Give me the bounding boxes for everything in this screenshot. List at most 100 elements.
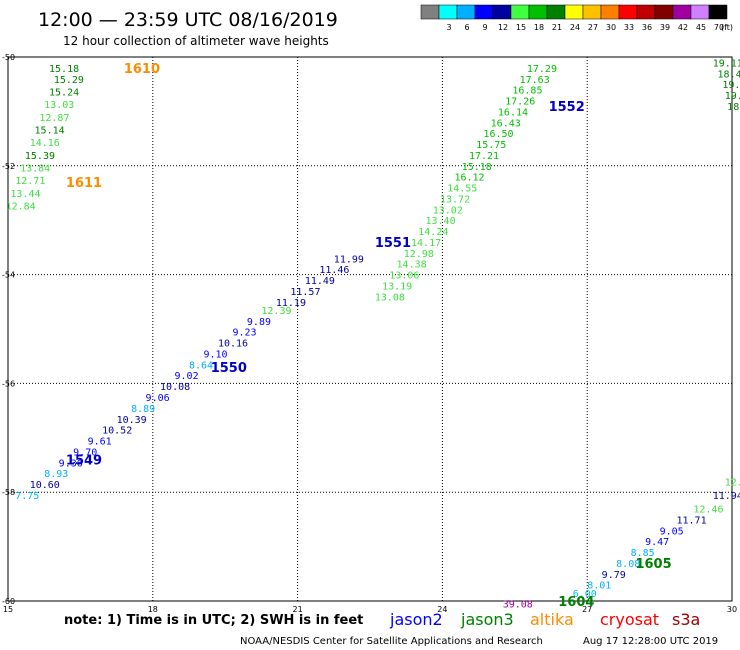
x-tick-label: 24 <box>437 605 447 614</box>
colorbar-swatch <box>582 4 602 20</box>
colorbar-tick-label: 6 <box>464 23 469 32</box>
footer-credit: NOAA/NESDIS Center for Satellite Applica… <box>240 636 543 647</box>
colorbar-swatch <box>510 4 530 20</box>
wave-height-label: 11.46 <box>319 265 349 276</box>
wave-height-label: 13.19 <box>382 281 412 292</box>
wave-height-label: 12.87 <box>39 113 69 124</box>
satellite-jason2: jason2 <box>389 610 443 629</box>
pass-number-label: 1550 <box>211 361 247 376</box>
y-tick-label: -50 <box>2 53 15 62</box>
wave-height-label: 8.01 <box>587 581 611 592</box>
satellite-jason3: jason3 <box>460 610 514 629</box>
chart-subtitle: 12 hour collection of altimeter wave hei… <box>63 34 329 48</box>
wave-height-label: 14.24 <box>418 227 448 238</box>
wave-height-label: 15.29 <box>54 75 84 86</box>
wave-height-label: 13.44 <box>10 189 40 200</box>
y-tick-label: -56 <box>2 379 15 388</box>
wave-height-label: 17.21 <box>469 151 499 162</box>
wave-height-label: 13.40 <box>426 216 456 227</box>
wave-height-label: 9.70 <box>73 447 97 458</box>
wave-height-label: 15.14 <box>35 125 65 136</box>
wave-height-label: 15.24 <box>49 87 79 98</box>
colorbar-tick-label: 12 <box>498 23 508 32</box>
wave-height-label: 8.64 <box>189 360 213 371</box>
chart-title: 12:00 — 23:59 UTC 08/16/2019 <box>38 9 338 31</box>
footer-note: note: 1) Time is in UTC; 2) SWH is in fe… <box>64 613 363 628</box>
wave-height-label: 15.18 <box>462 162 492 173</box>
wave-height-label: 16.85 <box>512 86 542 97</box>
satellite-altika: altika <box>530 610 574 629</box>
pass-number-label: 1611 <box>66 176 102 191</box>
wave-height-label: 14.38 <box>397 260 427 271</box>
wave-height-label: 19.0 <box>722 80 740 91</box>
axis-ticks: 15 18 21 24 27 30 -50 -52 -54 -56 -58 -60 <box>2 53 737 614</box>
wave-height-label: 13.84 <box>20 163 50 174</box>
wave-height-label: 10.39 <box>117 415 147 426</box>
wave-height-label: 8.85 <box>631 548 655 559</box>
wave-height-label: 9.61 <box>88 437 112 448</box>
colorbar-tick-label: 9 <box>482 23 487 32</box>
wave-height-label: 9.02 <box>175 371 199 382</box>
wave-height-label: 10.16 <box>218 339 248 350</box>
revolution-labels: 1610 1611 1552 1551 1550 1549 1605 1604 <box>66 62 672 610</box>
colorbar-tick-label: 33 <box>624 23 634 32</box>
wave-height-label: 9.23 <box>232 328 256 339</box>
wave-height-label: 19.11 <box>713 58 740 69</box>
y-tick-label: -54 <box>2 271 15 280</box>
colorbar-swatch <box>564 4 584 20</box>
y-tick-label: -52 <box>2 162 15 171</box>
footer-timestamp: Aug 17 12:28:00 UTC 2019 <box>583 636 718 647</box>
wave-height-label: 15.39 <box>25 151 55 162</box>
colorbar-tick-label: 45 <box>696 23 706 32</box>
satellite-cryosat: cryosat <box>600 610 659 629</box>
pass-number-label: 1549 <box>66 454 102 469</box>
wave-height-label: 9.05 <box>660 526 684 537</box>
wave-height-label: 12.46 <box>693 505 723 516</box>
wave-height-label: 9.06 <box>146 393 170 404</box>
x-tick-label: 21 <box>293 605 303 614</box>
wave-height-label: 11.94 <box>713 491 740 502</box>
y-tick-label: -58 <box>2 488 15 497</box>
colorbar-swatch <box>708 4 728 20</box>
wave-height-label: 11.57 <box>290 287 320 298</box>
satellite-s3a: s3a <box>672 610 700 629</box>
colorbar-tick-label: 39 <box>660 23 670 32</box>
colorbar-tick-label: 27 <box>588 23 598 32</box>
colorbar-tick-label: 15 <box>516 23 526 32</box>
wave-height-label: 16.14 <box>498 107 528 118</box>
colorbar-swatch <box>456 4 476 20</box>
wave-height-label: 12.39 <box>261 306 291 317</box>
grid-lines <box>8 57 732 601</box>
wave-height-label: 13.02 <box>433 205 463 216</box>
pass-number-label: 1551 <box>375 236 411 251</box>
wave-height-label: 8.89 <box>131 404 155 415</box>
colorbar-swatch <box>420 4 440 20</box>
wave-height-label: 12. <box>725 477 740 488</box>
colorbar-swatch <box>528 4 548 20</box>
wave-height-label: 12.71 <box>15 176 45 187</box>
wave-height-label: 11.19 <box>276 298 306 309</box>
colorbar-swatch <box>672 4 692 20</box>
wave-height-label: 10.60 <box>30 480 60 491</box>
wave-height-label: 9.79 <box>602 570 626 581</box>
plot-area: 15 18 21 24 27 30-50-52-54-56-58-60 15.1815.2… <box>2 53 740 614</box>
wave-height-label: 14.16 <box>30 138 60 149</box>
colorbar-swatch <box>618 4 638 20</box>
colorbar-tick-label: 21 <box>552 23 562 32</box>
wave-height-label: 14.55 <box>447 184 477 195</box>
colorbar-tick-label: 42 <box>678 23 688 32</box>
wave-height-label: 7.75 <box>15 491 39 502</box>
wave-height-label: 19. <box>725 91 740 102</box>
x-tick-label: 30 <box>727 605 737 614</box>
wave-height-label: 13.08 <box>375 292 405 303</box>
colorbar-swatch <box>438 4 458 20</box>
wave-height-label: 11.71 <box>676 515 706 526</box>
wave-height-label: 10.52 <box>102 426 132 437</box>
wave-height-label: 39.08 <box>503 600 533 611</box>
colorbar-swatch <box>654 4 674 20</box>
wave-height-label: 15.18 <box>49 64 79 75</box>
wave-height-label: 12.98 <box>404 249 434 260</box>
wave-height-label: 17.63 <box>520 75 550 86</box>
data-points: 15.1815.2915.2413.0312.8715.1414.1615.39… <box>6 58 740 610</box>
